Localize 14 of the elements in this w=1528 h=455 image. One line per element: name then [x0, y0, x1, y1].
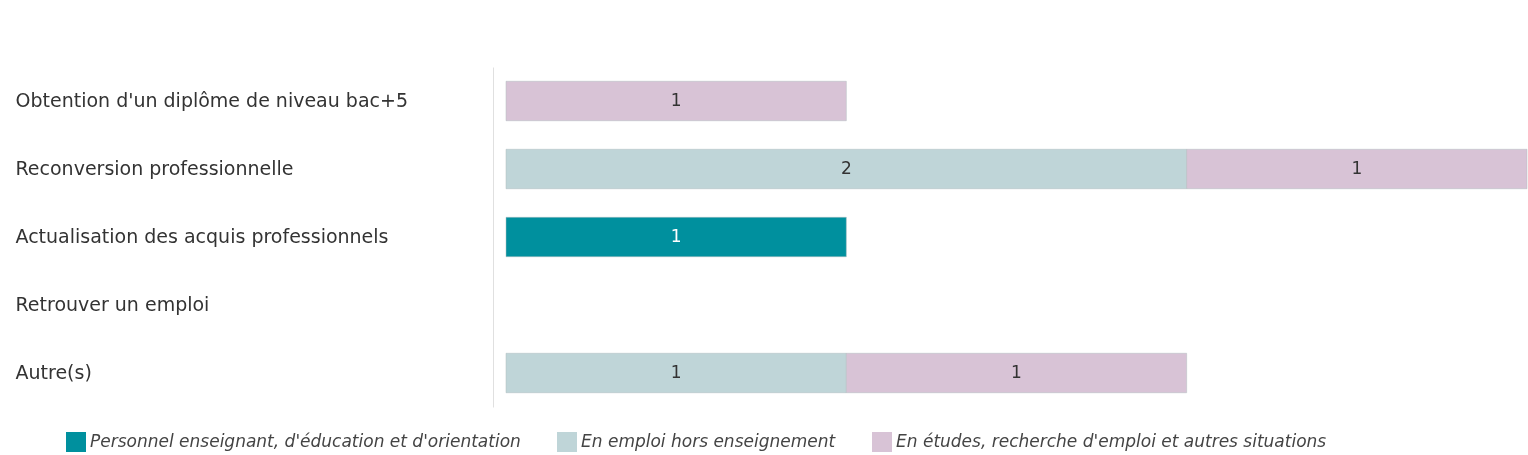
- legend-label: Personnel enseignant, d'éducation et d'orientation: [90, 431, 521, 451]
- legend-label: En études, recherche d'emploi et autres situations: [896, 431, 1327, 451]
- y-tick-label: Actualisation des acquis professionnels: [15, 225, 389, 247]
- data-label: 1: [670, 362, 682, 382]
- data-label: 1: [670, 90, 682, 110]
- y-tick-label: Reconversion professionnelle: [15, 157, 294, 179]
- data-label: 2: [840, 158, 852, 178]
- data-label: 1: [670, 226, 682, 246]
- y-tick-label: Retrouver un emploi: [15, 293, 210, 315]
- y-tick-label: Autre(s): [15, 361, 92, 383]
- data-label: 1: [1351, 158, 1363, 178]
- legend-label: En emploi hors enseignement: [581, 431, 837, 451]
- y-tick-label: Obtention d'un diplôme de niveau bac+5: [15, 89, 409, 111]
- data-label: 1: [1011, 362, 1022, 382]
